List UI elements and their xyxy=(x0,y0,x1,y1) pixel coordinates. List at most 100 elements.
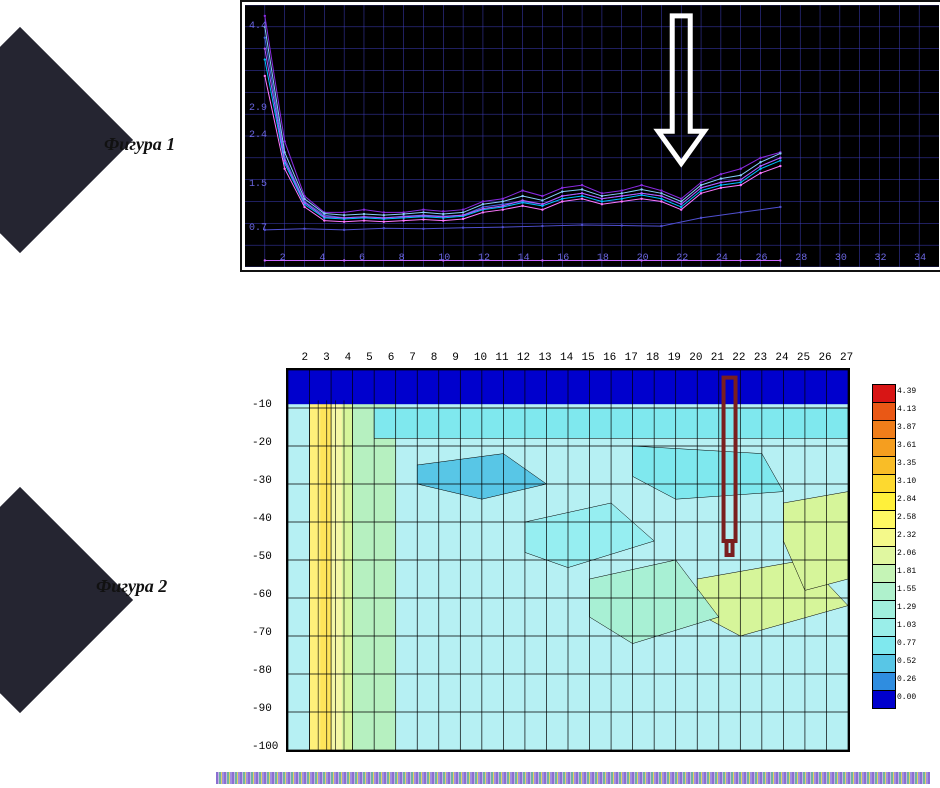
fig2-ytick: -30 xyxy=(252,475,272,487)
legend-swatch xyxy=(872,600,896,619)
fig2-ytick: -100 xyxy=(252,741,278,753)
fig1-ytick: 2.9 xyxy=(249,103,267,114)
fig2-xtick: 26 xyxy=(818,352,831,364)
legend-swatch xyxy=(872,456,896,475)
fig2-xtick: 21 xyxy=(711,352,724,364)
legend-value: 4.39 xyxy=(897,387,916,396)
legend-value: 0.52 xyxy=(897,657,916,666)
fig1-xtick: 8 xyxy=(399,253,405,264)
legend-value: 2.32 xyxy=(897,531,916,540)
figure-label-fig2: Фигура 2 xyxy=(96,576,167,597)
legend-swatch xyxy=(872,582,896,601)
legend-value: 1.55 xyxy=(897,585,916,594)
legend-swatch xyxy=(872,402,896,421)
legend-value: 2.06 xyxy=(897,549,916,558)
legend-swatch xyxy=(872,528,896,547)
fig2-xtick: 15 xyxy=(582,352,595,364)
fig2-xtick: 6 xyxy=(388,352,395,364)
fig1-xtick: 28 xyxy=(795,253,807,264)
legend-swatch xyxy=(872,492,896,511)
fig1-xtick: 34 xyxy=(914,253,926,264)
fig1-xtick: 4 xyxy=(319,253,325,264)
legend-value: 1.81 xyxy=(897,567,916,576)
fig2-xtick: 7 xyxy=(409,352,416,364)
legend-swatch xyxy=(872,420,896,439)
noise-strip xyxy=(216,772,930,784)
fig1-xtick: 10 xyxy=(438,253,450,264)
legend-value: 0.26 xyxy=(897,675,916,684)
fig2-xtick: 18 xyxy=(646,352,659,364)
legend-swatch xyxy=(872,636,896,655)
fig2-xtick: 17 xyxy=(625,352,638,364)
legend-value: 3.10 xyxy=(897,477,916,486)
legend-swatch xyxy=(872,690,896,709)
fig2-ytick: -60 xyxy=(252,589,272,601)
legend-value: 3.87 xyxy=(897,423,916,432)
fig2-xtick: 13 xyxy=(538,352,551,364)
legend-value: 2.58 xyxy=(897,513,916,522)
fig1-xtick: 20 xyxy=(637,253,649,264)
legend-value: 1.29 xyxy=(897,603,916,612)
fig2-xtick: 8 xyxy=(431,352,438,364)
fig1-xtick: 30 xyxy=(835,253,847,264)
legend-swatch xyxy=(872,510,896,529)
fig1-xtick: 2 xyxy=(280,253,286,264)
legend-value: 3.35 xyxy=(897,459,916,468)
fig1-ytick: 0.7 xyxy=(249,223,267,234)
fig2-xtick: 19 xyxy=(668,352,681,364)
figure-label-fig1: Фигура 1 xyxy=(104,134,175,155)
legend-value: 4.13 xyxy=(897,405,916,414)
legend-value: 1.03 xyxy=(897,621,916,630)
fig2-ytick: -90 xyxy=(252,703,272,715)
fig1-xtick: 26 xyxy=(756,253,768,264)
fig1-ytick: 2.4 xyxy=(249,130,267,141)
fig2-xtick: 2 xyxy=(302,352,309,364)
fig2-xtick: 27 xyxy=(840,352,853,364)
legend-value: 0.00 xyxy=(897,693,916,702)
fig2-xtick: 9 xyxy=(452,352,459,364)
legend-swatch xyxy=(872,654,896,673)
legend-swatch xyxy=(872,618,896,637)
fig2-xtick: 24 xyxy=(775,352,788,364)
fig2-ytick: -10 xyxy=(252,399,272,411)
fig2-ytick: -40 xyxy=(252,513,272,525)
legend-swatch xyxy=(872,564,896,583)
legend-swatch xyxy=(872,672,896,691)
fig1-xtick: 32 xyxy=(875,253,887,264)
legend-value: 2.84 xyxy=(897,495,916,504)
fig2-xtick: 10 xyxy=(474,352,487,364)
fig2-ytick: -20 xyxy=(252,437,272,449)
fig2-xtick: 20 xyxy=(689,352,702,364)
fig2-xtick: 22 xyxy=(732,352,745,364)
fig1-xtick: 18 xyxy=(597,253,609,264)
fig2-ytick: -70 xyxy=(252,627,272,639)
fig1-xtick: 14 xyxy=(518,253,530,264)
fig2-xtick: 14 xyxy=(560,352,573,364)
legend-swatch xyxy=(872,438,896,457)
fig1-ytick: 1.5 xyxy=(249,179,267,190)
fig1-xtick: 6 xyxy=(359,253,365,264)
fig2-ytick: -80 xyxy=(252,665,272,677)
figure-2: 2345678910111213141516171819202122232425… xyxy=(236,348,926,768)
fig2-xtick: 3 xyxy=(323,352,330,364)
chevron-decoration xyxy=(0,487,133,713)
legend-swatch xyxy=(872,474,896,493)
legend-swatch xyxy=(872,384,896,403)
fig2-xtick: 16 xyxy=(603,352,616,364)
fig2-xtick: 25 xyxy=(797,352,810,364)
fig1-xtick: 12 xyxy=(478,253,490,264)
fig2-xtick: 23 xyxy=(754,352,767,364)
fig1-xtick: 16 xyxy=(557,253,569,264)
figure-1: 0.71.52.42.94.42468101214161820222426283… xyxy=(240,0,940,272)
fig2-xtick: 11 xyxy=(495,352,508,364)
fig2-xtick: 12 xyxy=(517,352,530,364)
fig2-ytick: -50 xyxy=(252,551,272,563)
legend-value: 0.77 xyxy=(897,639,916,648)
fig1-xtick: 22 xyxy=(676,253,688,264)
legend-value: 3.61 xyxy=(897,441,916,450)
fig2-xtick: 4 xyxy=(345,352,352,364)
fig1-ytick: 4.4 xyxy=(249,21,267,32)
fig2-xtick: 5 xyxy=(366,352,373,364)
fig1-xtick: 24 xyxy=(716,253,728,264)
legend-swatch xyxy=(872,546,896,565)
